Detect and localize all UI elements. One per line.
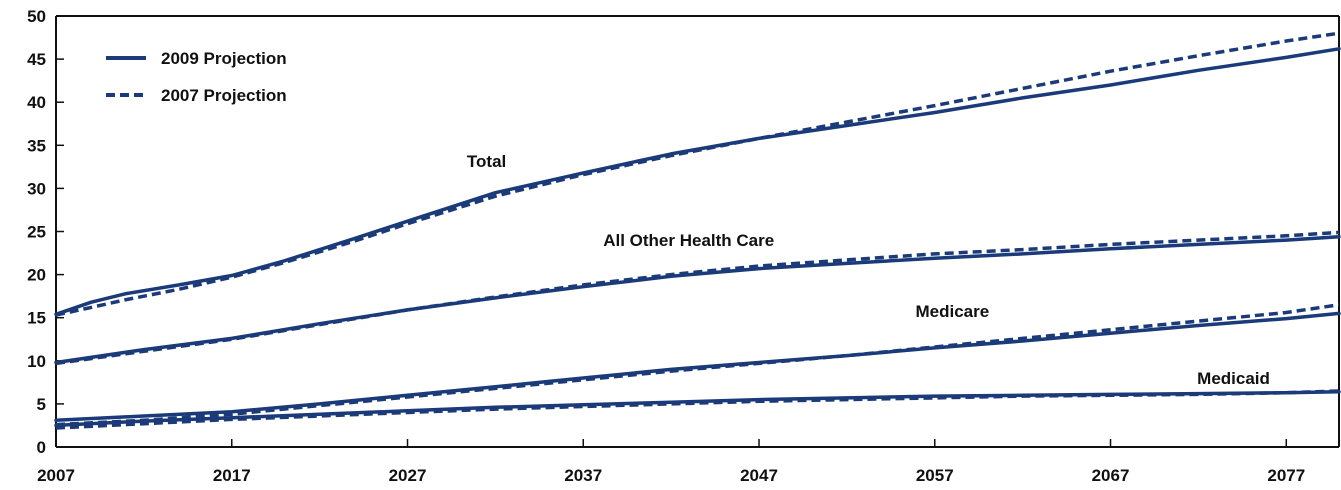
y-axis-ticks: 0 5 10 15 20 25 30 35 40 45 50 (27, 7, 64, 457)
x-tick-label: 2077 (1267, 466, 1305, 485)
legend-label-2007-projection: 2007 Projection (161, 86, 287, 105)
x-tick-label: 2017 (213, 466, 251, 485)
y-tick-label: 20 (27, 266, 46, 285)
y-tick-label: 30 (27, 179, 46, 198)
x-tick-label: 2027 (389, 466, 427, 485)
series-labels: Total All Other Health Care Medicare Medica… (467, 152, 1270, 388)
y-tick-label: 10 (27, 352, 46, 371)
y-tick-label: 25 (27, 223, 46, 242)
y-tick-label: 40 (27, 93, 46, 112)
series-line-medicare-2007-projection (55, 303, 1340, 427)
series-label-medicaid: Medicaid (1197, 369, 1270, 388)
x-tick-label: 2047 (740, 466, 778, 485)
legend: 2009 Projection 2007 Projection (106, 49, 287, 105)
y-tick-label: 0 (37, 438, 46, 457)
series-label-medicare: Medicare (915, 302, 989, 321)
x-tick-label: 2057 (916, 466, 954, 485)
x-tick-label: 2037 (564, 466, 602, 485)
legend-label-2009-projection: 2009 Projection (161, 49, 287, 68)
series-line-all-other-health-care-2009-projection (54, 234, 1341, 365)
series-line-total-2007-projection (55, 31, 1340, 317)
x-tick-label: 2007 (37, 466, 75, 485)
series-label-total: Total (467, 152, 506, 171)
y-tick-label: 45 (27, 50, 46, 69)
series-lines (54, 31, 1341, 430)
y-tick-label: 5 (37, 395, 46, 414)
x-axis-ticks: 2007 2017 2027 2037 2047 2057 2067 2077 (37, 439, 1305, 485)
x-tick-label: 2067 (1092, 466, 1130, 485)
y-tick-label: 50 (27, 7, 46, 26)
series-line-all-other-health-care-2007-projection (55, 230, 1340, 366)
series-line-medicaid-2007-projection (55, 389, 1340, 430)
series-line-medicare-2009-projection (54, 311, 1341, 423)
y-tick-label: 35 (27, 136, 46, 155)
y-tick-label: 15 (27, 309, 46, 328)
series-label-all-other-health-care: All Other Health Care (603, 231, 774, 250)
